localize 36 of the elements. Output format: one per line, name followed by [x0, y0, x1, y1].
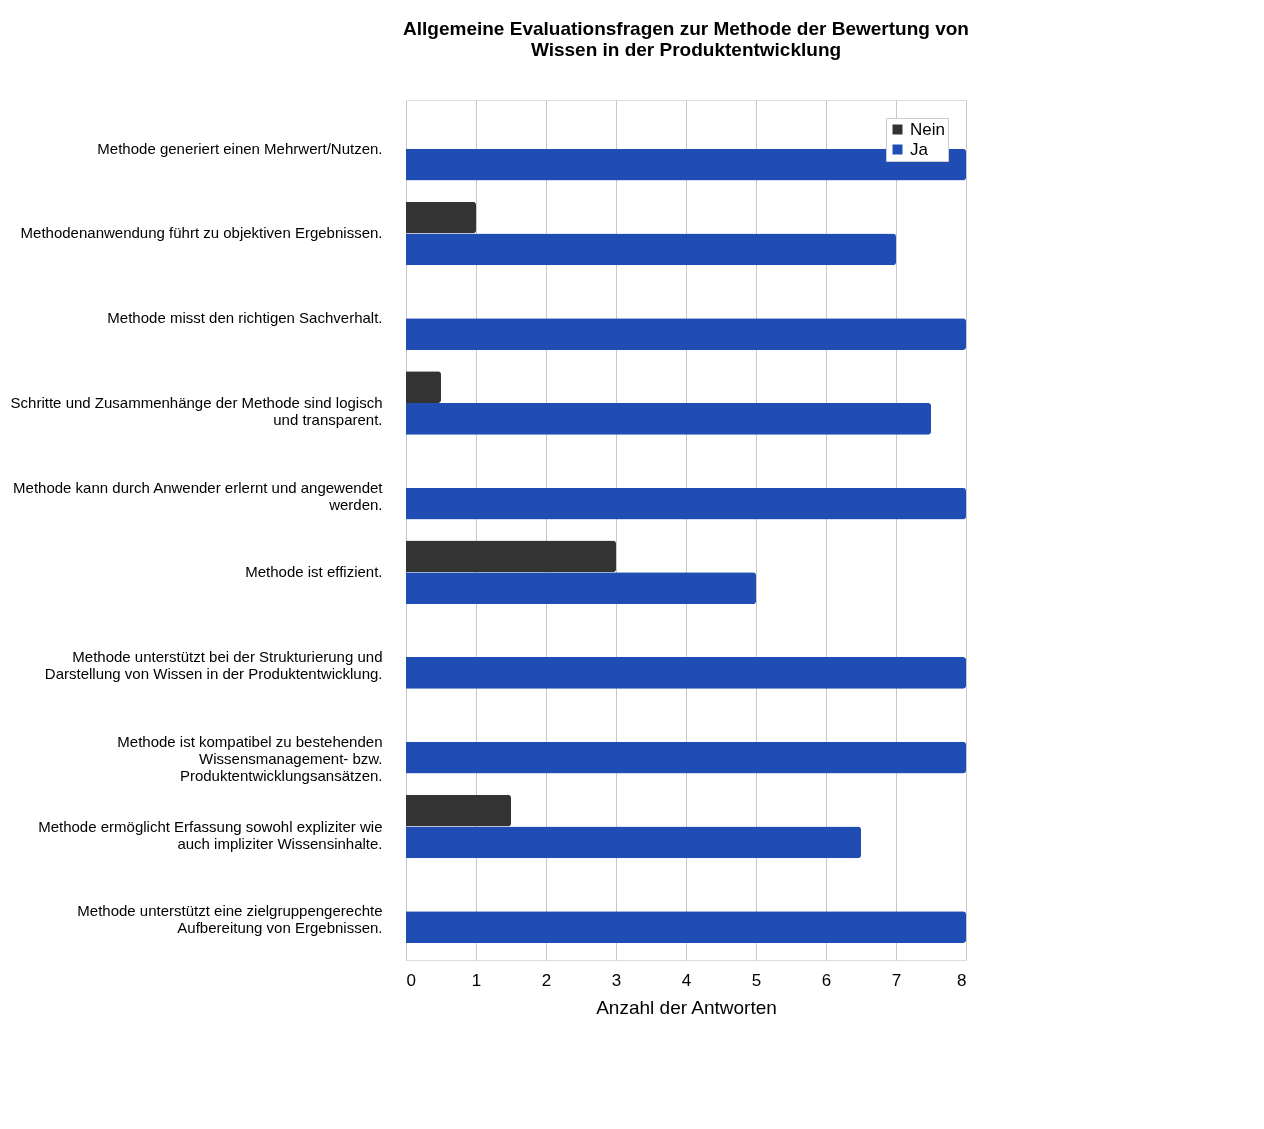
bar [406, 741, 966, 774]
chart-title: Allgemeine Evaluationsfragen zur Methode der Bewertung von Wissen in der Produktentwicklung [403, 18, 969, 60]
bar [406, 371, 441, 403]
y-tick-label: Methode unterstützt eine zielgruppengerechte Aufbereitung von Ergebnissen. [77, 902, 383, 937]
y-tick-label: Methode ermöglicht Erfassung sowohl expliziter wie auch impliziter Wissensinhalte. [38, 817, 383, 852]
bar [406, 826, 861, 859]
y-tick-label: Methode ist kompatibel zu bestehenden Wissensmanagement- bzw. Produktentwicklungsansätzen. [117, 732, 383, 784]
y-tick-label: Methode ist effizient. [245, 563, 383, 581]
x-tick-label: 1 [471, 970, 482, 990]
bar [406, 794, 511, 827]
y-tick-label: Methode kann durch Anwender erlernt und angewendet werden. [13, 478, 384, 513]
bar [406, 911, 966, 944]
x-tick-label: 6 [821, 970, 832, 990]
bar [406, 540, 616, 573]
x-axis-title: Anzahl der Antworten [596, 996, 777, 1018]
x-tick-label: 5 [751, 970, 762, 990]
x-tick-label: 7 [891, 970, 902, 990]
y-tick-label: Schritte und Zusammenhänge der Methode sind logisch und transparent. [10, 393, 383, 428]
x-tick-label: 3 [611, 970, 622, 990]
bar [406, 657, 966, 689]
bar [406, 318, 966, 350]
x-tick-label: 2 [541, 970, 552, 990]
x-tick-label: 0 [406, 970, 416, 990]
x-tick-label: 4 [681, 970, 692, 990]
bar [406, 233, 896, 266]
bar [406, 201, 476, 234]
x-tick-label: 8 [957, 970, 967, 990]
bar [406, 487, 966, 520]
y-tick-label: Methodenanwendung führt zu objektiven Ergebnissen. [20, 224, 383, 242]
legend-label: Ja [910, 139, 929, 159]
bar [406, 572, 756, 605]
y-tick-label: Methode unterstützt bei der Strukturierung und Darstellung von Wissen in der Produktentwicklung. [44, 648, 383, 683]
y-tick-label: Methode misst den richtigen Sachverhalt. [107, 309, 383, 327]
y-tick-label: Methode generiert einen Mehrwert/Nutzen. [97, 139, 383, 157]
legend-label: Nein [910, 119, 945, 139]
bar [406, 402, 931, 435]
